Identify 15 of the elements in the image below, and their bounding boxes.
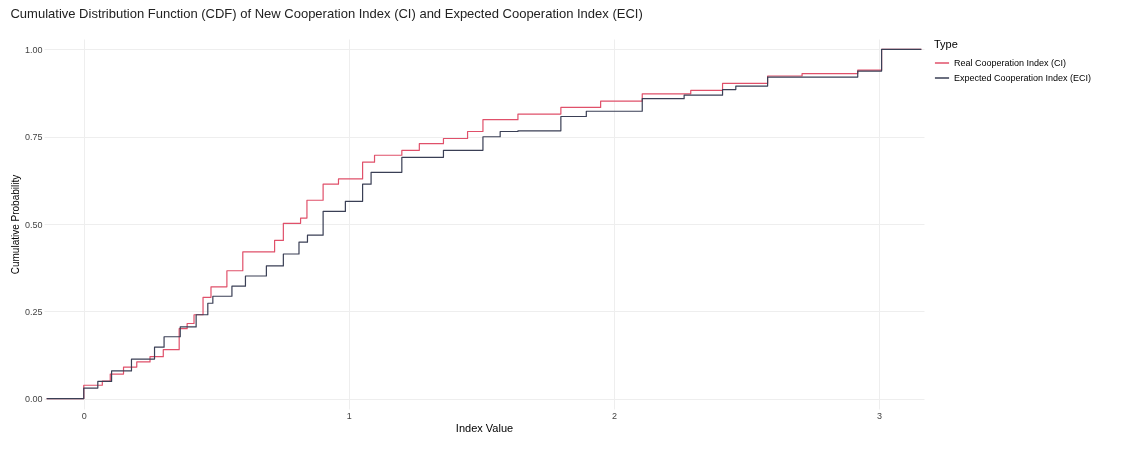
legend-title: Type xyxy=(934,38,958,50)
y-tick-label: 0.75 xyxy=(24,132,43,143)
x-axis-title: Index Value xyxy=(455,421,514,434)
x-tick-label: 1 xyxy=(346,410,352,421)
x-tick-label: 3 xyxy=(876,410,882,421)
x-tick-label: 0 xyxy=(81,410,87,421)
legend-label: Real Cooperation Index (CI) xyxy=(954,58,1067,68)
chart-title: Cumulative Distribution Function (CDF) of New Cooperation Index (CI) and Expected Cooperation Index (ECI) xyxy=(10,6,643,21)
legend-label: Expected Cooperation Index (ECI) xyxy=(954,73,1092,83)
x-tick-label: 2 xyxy=(611,410,617,421)
y-axis-title: Cumulative Probability xyxy=(9,174,21,275)
y-tick-label: 0.00 xyxy=(24,394,43,405)
y-tick-label: 0.25 xyxy=(24,306,43,317)
y-tick-label: 1.00 xyxy=(24,44,43,55)
y-tick-label: 0.50 xyxy=(24,219,43,230)
